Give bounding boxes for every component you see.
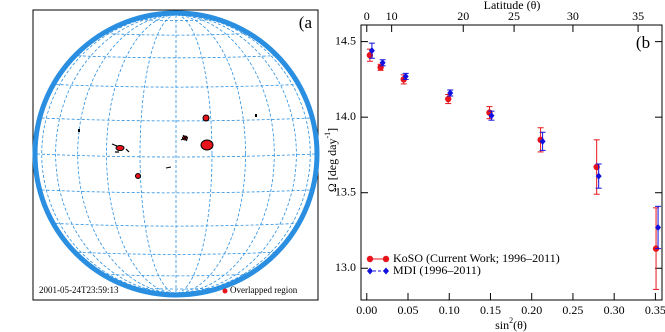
x-label-part: sin (495, 318, 509, 332)
x-tick-label: 0.05 (398, 303, 419, 317)
longitude-line (139, 14, 213, 294)
data-point (368, 47, 375, 55)
data-point (379, 59, 386, 67)
plot-frame (360, 24, 663, 301)
limb (32, 10, 320, 298)
y-label-part: Ω [deg day (325, 139, 339, 193)
latitude-line (106, 273, 246, 277)
legend-marker (366, 255, 374, 263)
latitude-line (77, 55, 275, 59)
legend-marker (383, 267, 389, 275)
x-tick-label: 0.15 (480, 303, 501, 317)
panel-label: (a (299, 13, 313, 32)
x-axis-label: sin2(θ) (495, 316, 527, 332)
x2-tick-label: 0 (364, 9, 370, 23)
data-point (402, 72, 409, 80)
latitude-line (140, 287, 212, 290)
legend-label: KoSO (Current Work; 1996–2011) (393, 251, 560, 265)
data-point (488, 112, 495, 120)
data-point (445, 95, 452, 103)
legend-label: MDI (1996–2011) (393, 263, 481, 277)
timestamp: 2001-05-24T23:59:13 (39, 285, 119, 295)
x-tick-label: 0.20 (521, 303, 542, 317)
latitude-line (106, 33, 246, 36)
longitude-line (41, 14, 311, 294)
x-label-sup: 2 (509, 316, 513, 325)
legend-marker (382, 255, 390, 263)
latitude-line (77, 251, 275, 255)
y-tick-label: 14.0 (335, 109, 356, 123)
y-axis-label: Ω [deg day-1] (323, 128, 339, 192)
sunspots (78, 114, 257, 179)
data-point (447, 89, 454, 97)
x-tick-label: 0.25 (562, 303, 583, 317)
latitude-line (36, 153, 316, 158)
y-tick-label: 14.5 (335, 33, 356, 47)
y-label-sup: -1 (323, 132, 332, 139)
data-point (595, 172, 602, 180)
longitude-line (106, 14, 246, 294)
solar-disk (32, 10, 320, 298)
panel-label: (b (636, 33, 650, 52)
x-tick-label: 0.10 (439, 303, 460, 317)
legend-marker (367, 267, 373, 275)
x2-tick-label: 35 (632, 9, 644, 23)
legend-label: Overlapped region (230, 285, 298, 295)
x-tick-label: 0.30 (604, 303, 625, 317)
x-tick-label: 0.35 (645, 303, 665, 317)
y-tick-label: 13.0 (335, 260, 356, 274)
x2-tick-label: 20 (457, 9, 469, 23)
x2-tick-label: 25 (508, 9, 520, 23)
y-tick-label: 13.5 (335, 184, 356, 198)
x2-tick-label: 30 (567, 9, 579, 23)
x2-tick-label: 10 (386, 9, 398, 23)
legend-marker (222, 288, 228, 294)
data-point (539, 137, 546, 145)
x-label-part: (θ) (513, 318, 527, 332)
data-point (655, 223, 662, 231)
y-label-part: ] (325, 128, 339, 132)
x2-axis-label: Latitude (θ) (484, 0, 541, 12)
x-tick-label: 0.00 (356, 303, 377, 317)
